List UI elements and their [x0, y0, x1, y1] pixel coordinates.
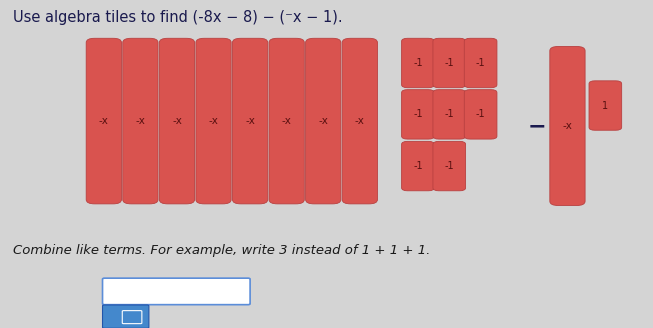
FancyBboxPatch shape — [433, 141, 466, 191]
Text: 1: 1 — [602, 101, 609, 111]
Text: −: − — [528, 116, 547, 136]
FancyBboxPatch shape — [342, 38, 377, 204]
FancyBboxPatch shape — [103, 278, 250, 305]
Text: -x: -x — [318, 116, 328, 126]
Text: -1: -1 — [445, 58, 454, 68]
FancyBboxPatch shape — [433, 90, 466, 139]
FancyBboxPatch shape — [232, 38, 268, 204]
FancyBboxPatch shape — [402, 90, 434, 139]
Text: -x: -x — [208, 116, 219, 126]
FancyBboxPatch shape — [159, 38, 195, 204]
Text: -x: -x — [562, 121, 573, 131]
Text: -x: -x — [135, 116, 146, 126]
FancyBboxPatch shape — [103, 305, 149, 328]
FancyBboxPatch shape — [402, 141, 434, 191]
FancyBboxPatch shape — [306, 38, 341, 204]
FancyBboxPatch shape — [86, 38, 121, 204]
FancyBboxPatch shape — [123, 38, 158, 204]
FancyBboxPatch shape — [464, 38, 497, 88]
FancyBboxPatch shape — [122, 311, 142, 324]
Text: Combine like terms. For example, write 3 instead of 1 + 1 + 1.: Combine like terms. For example, write 3… — [13, 244, 430, 257]
Text: Use algebra tiles to find (-8x − 8) − (⁻x − 1).: Use algebra tiles to find (-8x − 8) − (⁻… — [13, 10, 343, 25]
Text: -1: -1 — [445, 109, 454, 119]
FancyBboxPatch shape — [464, 90, 497, 139]
Text: -x: -x — [172, 116, 182, 126]
Text: -1: -1 — [476, 109, 485, 119]
Text: -x: -x — [355, 116, 365, 126]
FancyBboxPatch shape — [196, 38, 231, 204]
FancyBboxPatch shape — [550, 47, 585, 206]
Text: -1: -1 — [445, 161, 454, 171]
Text: -1: -1 — [413, 58, 422, 68]
Text: -x: -x — [245, 116, 255, 126]
FancyBboxPatch shape — [269, 38, 304, 204]
Text: -x: -x — [281, 116, 292, 126]
Text: -1: -1 — [413, 161, 422, 171]
Text: -x: -x — [99, 116, 109, 126]
FancyBboxPatch shape — [433, 38, 466, 88]
Text: -1: -1 — [476, 58, 485, 68]
FancyBboxPatch shape — [589, 81, 622, 130]
Text: -1: -1 — [413, 109, 422, 119]
FancyBboxPatch shape — [402, 38, 434, 88]
